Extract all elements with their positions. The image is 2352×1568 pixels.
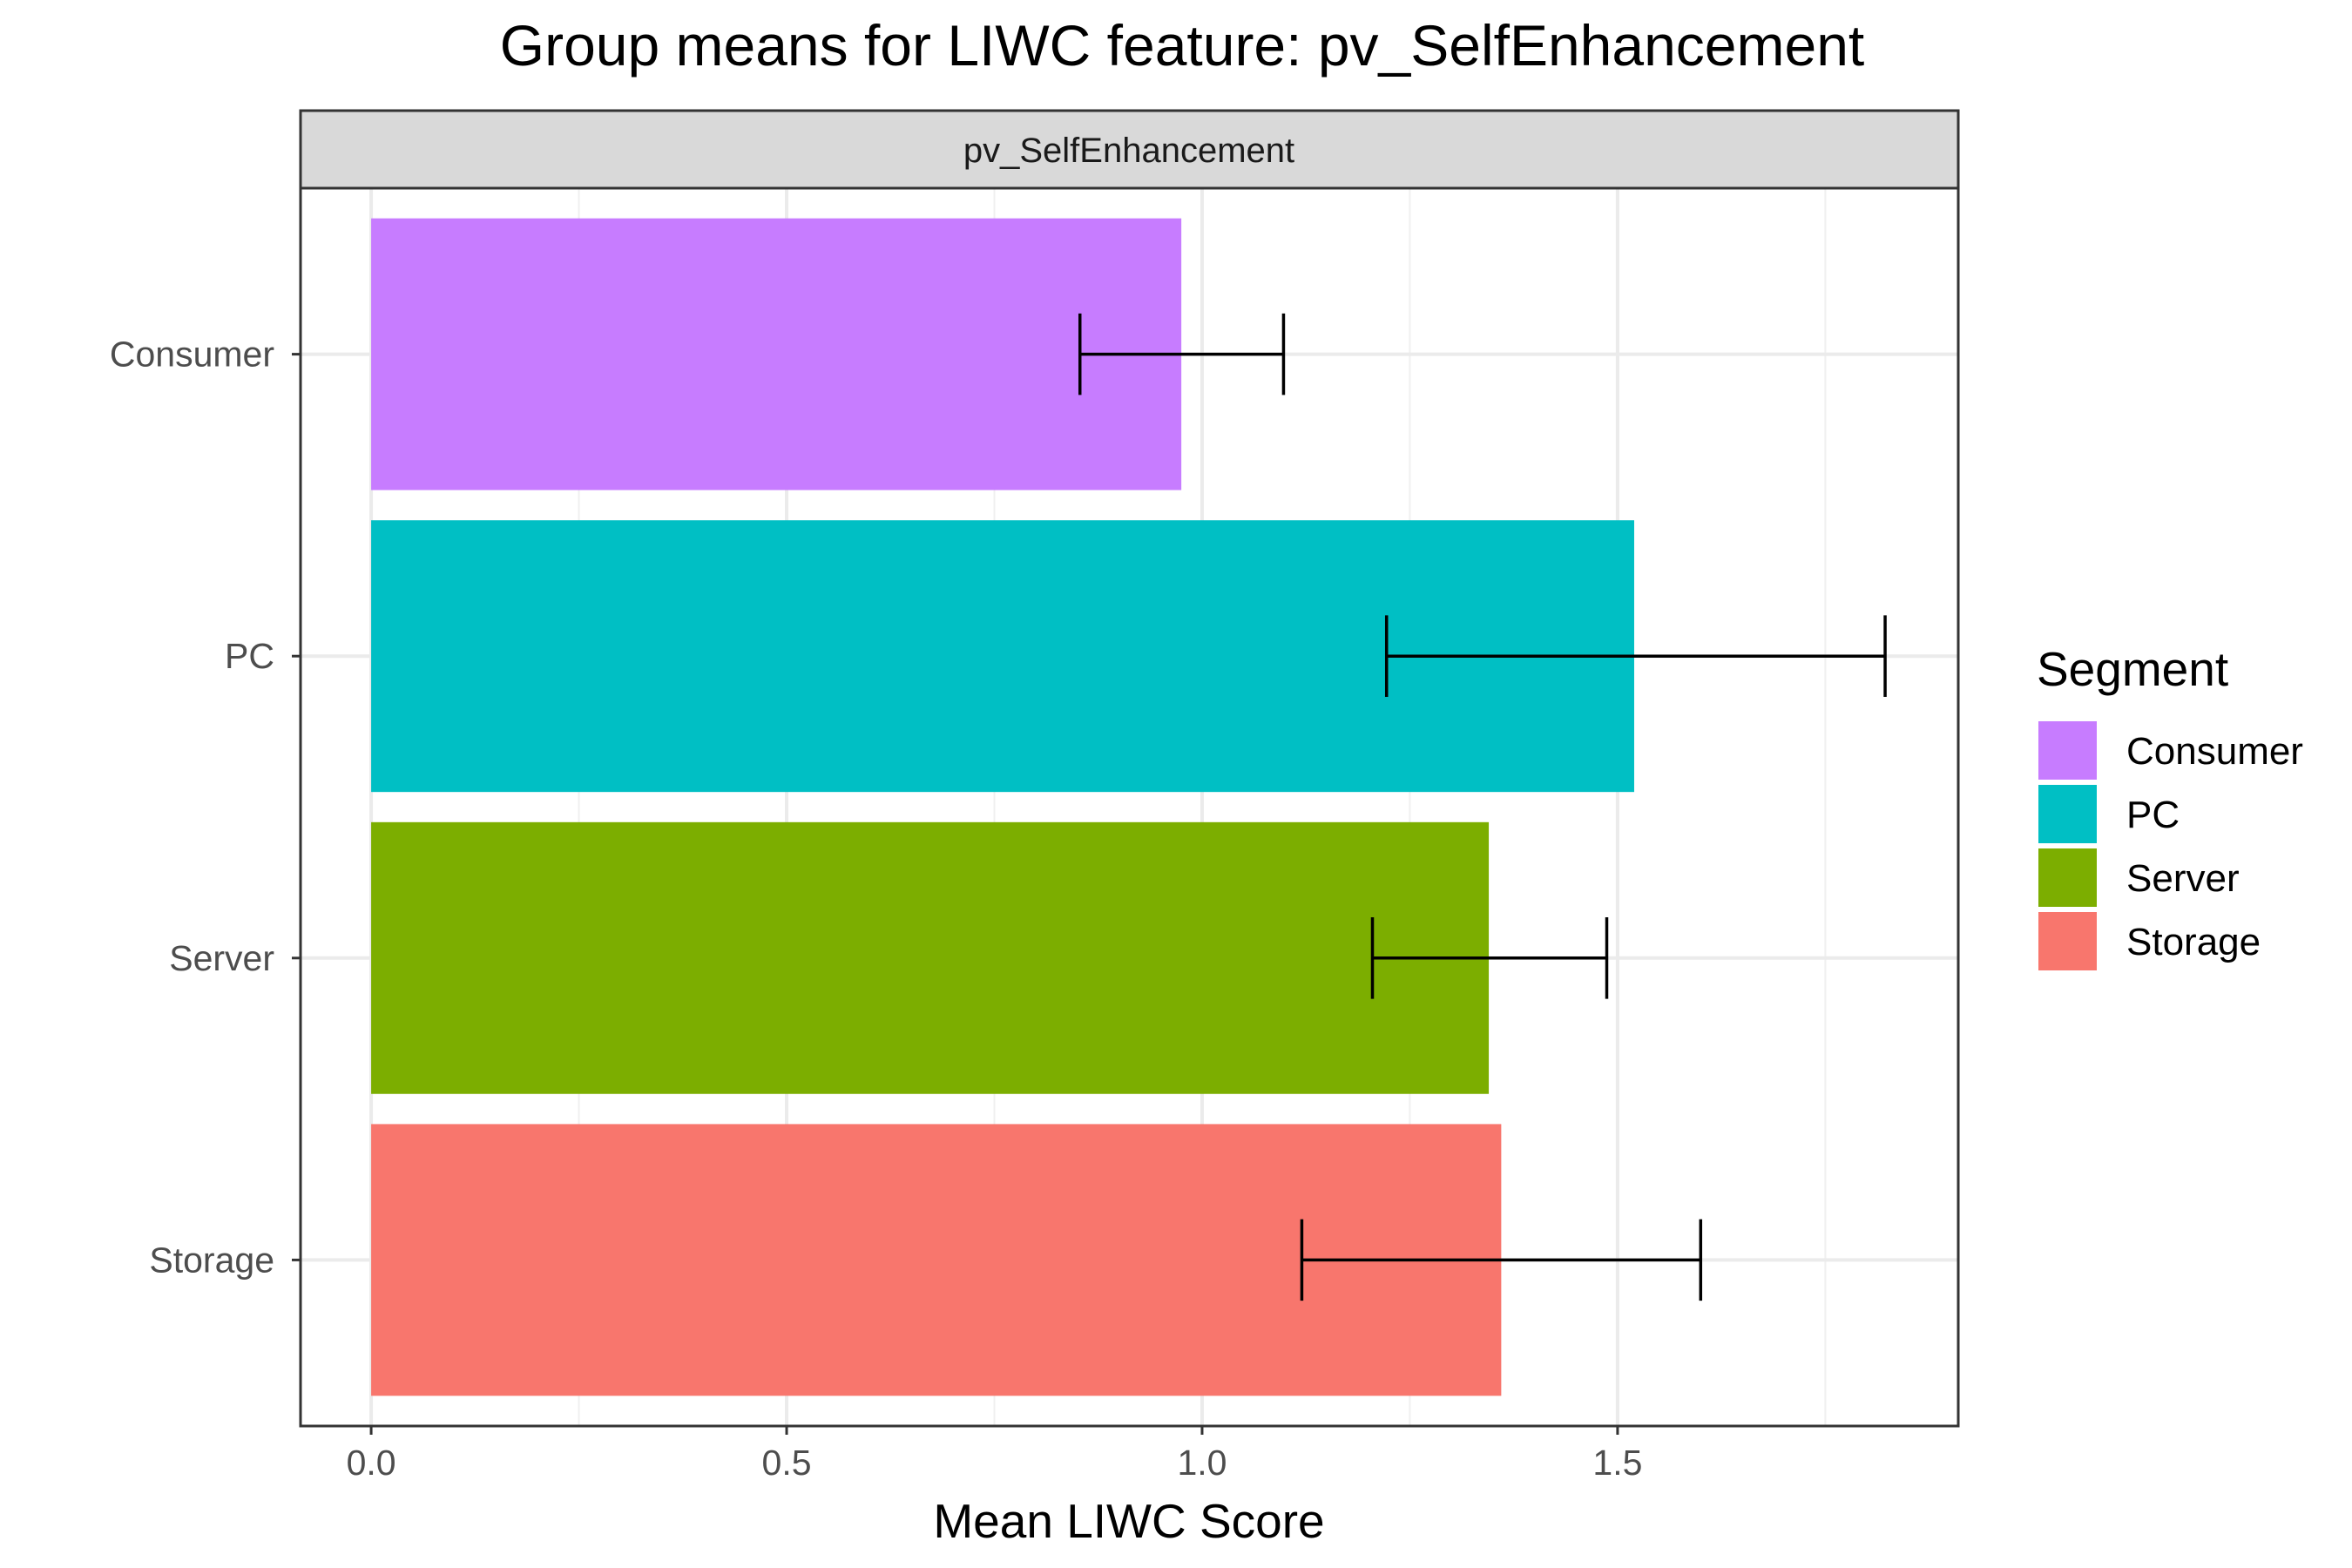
legend-item-storage: Storage xyxy=(2038,912,2261,970)
legend-swatch xyxy=(2038,785,2097,843)
legend-item-pc: PC xyxy=(2038,785,2180,843)
y-tick-label: Storage xyxy=(149,1240,274,1280)
x-tick-label: 0.0 xyxy=(347,1443,396,1483)
bar-server xyxy=(371,821,1490,1094)
error-bar-pc xyxy=(1384,615,1887,697)
x-axis-title: Mean LIWC Score xyxy=(933,1494,1324,1548)
legend-label: Server xyxy=(2126,857,2240,900)
bar-consumer xyxy=(371,218,1182,490)
x-axis: 0.0 0.5 1.0 1.5 xyxy=(347,1426,1642,1483)
y-tick-label: Server xyxy=(169,938,274,978)
legend-item-server: Server xyxy=(2038,848,2240,907)
error-bars xyxy=(1078,313,1887,1301)
legend-label: PC xyxy=(2126,794,2180,836)
error-bar-server xyxy=(1370,917,1609,999)
x-tick-label: 0.5 xyxy=(762,1443,812,1483)
plot-panel-border xyxy=(299,186,1960,1428)
legend-swatch xyxy=(2038,721,2097,780)
chart-title: Group means for LIWC feature: pv_SelfEnh… xyxy=(500,13,1864,78)
facet-strip-label: pv_SelfEnhancement xyxy=(963,132,1294,170)
facet-strip: pv_SelfEnhancement xyxy=(299,109,1960,190)
bars xyxy=(371,218,1634,1396)
x-tick-label: 1.5 xyxy=(1592,1443,1642,1483)
legend-label: Consumer xyxy=(2126,730,2303,773)
legend-item-consumer: Consumer xyxy=(2038,721,2303,780)
y-axis: Consumer PC Server Storage xyxy=(110,335,301,1280)
y-tick-label: PC xyxy=(225,636,274,676)
error-bar-storage xyxy=(1300,1219,1703,1301)
legend-swatch xyxy=(2038,848,2097,907)
legend-items: Consumer PC Server Storage xyxy=(2038,721,2303,970)
legend-title: Segment xyxy=(2037,642,2228,696)
legend-swatch xyxy=(2038,912,2097,970)
legend: Segment Consumer PC Server Storage xyxy=(2037,642,2303,970)
error-bar-consumer xyxy=(1078,313,1286,395)
y-tick-label: Consumer xyxy=(110,335,274,375)
facet-strip-background xyxy=(299,109,1960,190)
x-tick-label: 1.0 xyxy=(1177,1443,1227,1483)
legend-label: Storage xyxy=(2126,921,2261,963)
